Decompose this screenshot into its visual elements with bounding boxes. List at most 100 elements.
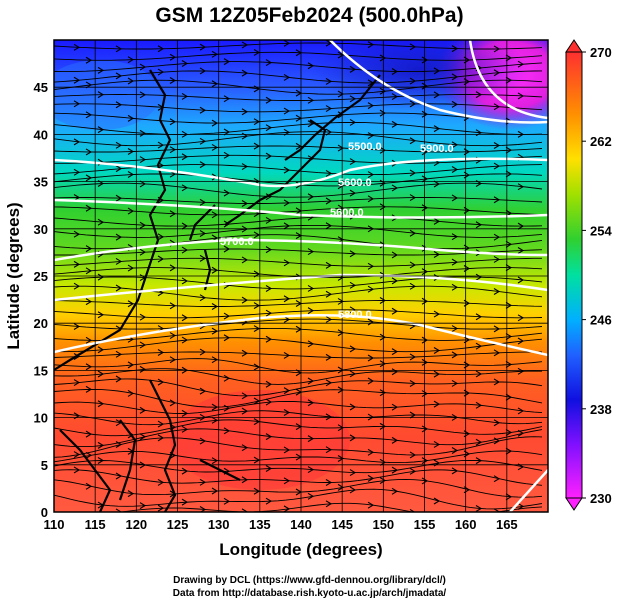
wind-arrow <box>241 163 249 171</box>
streamline <box>54 388 543 408</box>
wind-arrow <box>181 184 189 192</box>
wind-arrow <box>211 457 219 465</box>
wind-arrow <box>379 333 387 341</box>
wind-arrow <box>367 41 375 49</box>
streamline <box>54 276 543 290</box>
wind-arrow <box>157 141 165 149</box>
wind-arrow <box>493 233 501 241</box>
streamline <box>54 358 543 374</box>
wind-arrow <box>265 380 273 388</box>
wind-arrow <box>367 474 375 482</box>
wind-arrow <box>169 210 177 218</box>
wind-arrow <box>307 96 315 104</box>
wind-arrow <box>181 425 189 433</box>
wind-arrow <box>391 184 399 192</box>
wind-arrow <box>379 389 387 397</box>
wind-arrow <box>127 264 135 272</box>
wind-arrow <box>97 457 105 464</box>
wind-arrow <box>505 447 513 455</box>
streamline <box>54 42 543 50</box>
wind-arrow <box>517 60 525 68</box>
wind-arrow <box>379 146 387 154</box>
wind-arrow <box>493 325 501 333</box>
wind-arrow <box>349 434 357 442</box>
wind-arrow <box>421 477 429 485</box>
wind-arrow <box>379 458 387 466</box>
wind-arrow <box>421 358 429 366</box>
streamline <box>54 488 543 510</box>
wind-arrow <box>283 166 291 174</box>
credit-drawing: Drawing by DCL (https://www.gfd-dennou.o… <box>173 575 446 586</box>
y-tick-label: 15 <box>34 363 48 378</box>
wind-arrow <box>73 260 81 268</box>
wind-arrow <box>139 63 147 71</box>
wind-arrow <box>493 142 501 149</box>
wind-arrow <box>517 367 525 375</box>
wind-arrow <box>493 475 501 483</box>
x-tick-labels: 110 115 120 125 130 135 140 145 150 155 160 165 <box>44 517 518 532</box>
wind-arrow <box>115 441 123 448</box>
wind-arrow <box>391 251 399 259</box>
wind-arrow <box>409 411 417 419</box>
wind-arrow <box>265 246 273 254</box>
wind-arrow <box>493 45 501 53</box>
wind-arrow <box>433 497 441 505</box>
wind-arrow <box>409 451 417 459</box>
wind-arrow <box>451 73 459 81</box>
wind-arrow <box>115 472 123 480</box>
wind-arrow <box>157 434 165 442</box>
wind-arrow <box>139 433 147 441</box>
wind-arrow <box>421 425 429 433</box>
wind-arrow <box>139 248 147 256</box>
wind-arrow <box>349 65 357 73</box>
wind-arrow <box>475 313 483 321</box>
wind-arrow <box>307 248 315 256</box>
wind-arrow <box>421 268 429 276</box>
wind-arrow <box>265 59 273 67</box>
wind-arrow <box>349 250 357 258</box>
wind-arrow <box>157 255 165 263</box>
wind-arrow <box>169 77 177 84</box>
wind-arrow <box>283 477 291 485</box>
wind-arrow <box>199 161 207 169</box>
wind-arrow <box>73 282 81 290</box>
contour-label: 5500.0 <box>348 141 382 153</box>
x-axis-label: Longitude (degrees) <box>219 540 382 559</box>
wind-arrow <box>367 195 375 203</box>
streamline <box>54 400 543 414</box>
streamline <box>54 257 542 267</box>
wind-arrow <box>169 146 177 154</box>
wind-arrow <box>433 440 441 448</box>
wind-arrow <box>379 422 387 430</box>
contour-label: 5700.0 <box>220 236 254 248</box>
wind-arrow <box>223 220 231 228</box>
y-tick-label: 20 <box>34 316 48 331</box>
wind-arrow <box>451 233 459 241</box>
wind-arrow <box>433 91 441 99</box>
wind-arrow <box>73 451 81 459</box>
wind-arrow <box>349 118 357 126</box>
wind-arrow <box>199 294 207 302</box>
wind-arrow <box>409 282 417 290</box>
wind-arrow <box>265 193 273 201</box>
wind-arrow <box>505 76 513 84</box>
wind-arrow <box>115 101 123 109</box>
wind-arrow <box>265 433 273 441</box>
wind-arrow <box>391 487 399 495</box>
streamline <box>54 318 543 330</box>
wind-arrow <box>211 80 219 88</box>
wind-arrow <box>283 387 291 395</box>
wind-arrow <box>451 467 459 475</box>
x-tick-label: 125 <box>167 517 189 532</box>
wind-arrow <box>253 118 261 126</box>
wind-arrow <box>337 455 345 463</box>
wind-arrow <box>199 43 207 51</box>
wind-arrow <box>307 193 315 201</box>
wind-arrow <box>433 67 441 75</box>
wind-arrow <box>421 204 429 212</box>
contour-label: 5600.0 <box>338 177 372 189</box>
wind-arrow <box>73 511 76 512</box>
wind-arrow <box>325 169 333 177</box>
wind-arrow <box>115 284 123 292</box>
wind-arrow <box>241 69 249 77</box>
